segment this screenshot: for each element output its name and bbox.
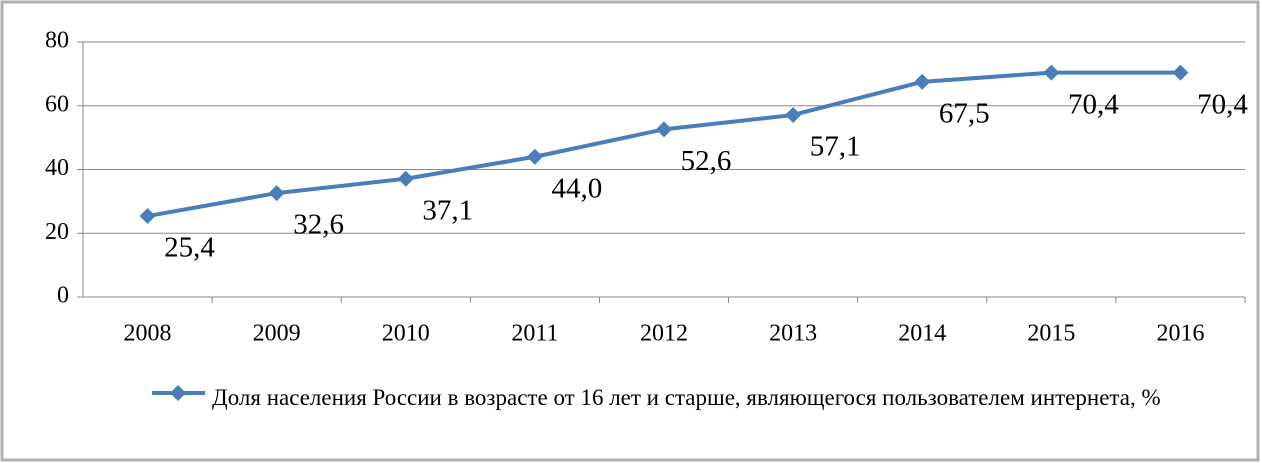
y-tick-label: 0 (57, 283, 69, 309)
y-tick-label: 60 (45, 91, 69, 117)
data-label: 52,6 (681, 145, 732, 177)
y-tick-label: 80 (45, 28, 69, 54)
x-tick-label: 2016 (1156, 321, 1204, 347)
x-tick-label: 2009 (253, 321, 301, 347)
marker (397, 170, 414, 187)
y-tick-label: 40 (45, 155, 69, 181)
x-tick-label: 2012 (640, 321, 688, 347)
x-tick-label: 2015 (1027, 321, 1075, 347)
data-label: 70,4 (1068, 88, 1119, 120)
marker (1043, 64, 1060, 81)
marker (785, 106, 802, 123)
data-label: 67,5 (939, 98, 990, 130)
data-label: 70,4 (1197, 88, 1248, 120)
marker (914, 73, 931, 90)
legend-marker (170, 385, 186, 401)
marker (656, 121, 672, 138)
data-label: 25,4 (164, 232, 215, 264)
x-tick-label: 2013 (769, 321, 817, 347)
data-label: 57,1 (810, 131, 861, 163)
marker (268, 185, 285, 202)
x-tick-label: 2011 (511, 321, 558, 347)
x-tick-label: 2008 (124, 321, 172, 347)
data-label: 37,1 (422, 194, 473, 226)
x-tick-label: 2014 (898, 321, 946, 347)
data-label: 44,0 (552, 172, 603, 204)
legend-label: Доля населения России в возрасте от 16 л… (212, 385, 1161, 410)
marker (139, 208, 156, 225)
marker (1172, 64, 1189, 81)
data-label: 32,6 (293, 209, 344, 241)
y-tick-label: 20 (45, 219, 69, 245)
marker (526, 148, 543, 165)
x-tick-label: 2010 (382, 321, 430, 347)
